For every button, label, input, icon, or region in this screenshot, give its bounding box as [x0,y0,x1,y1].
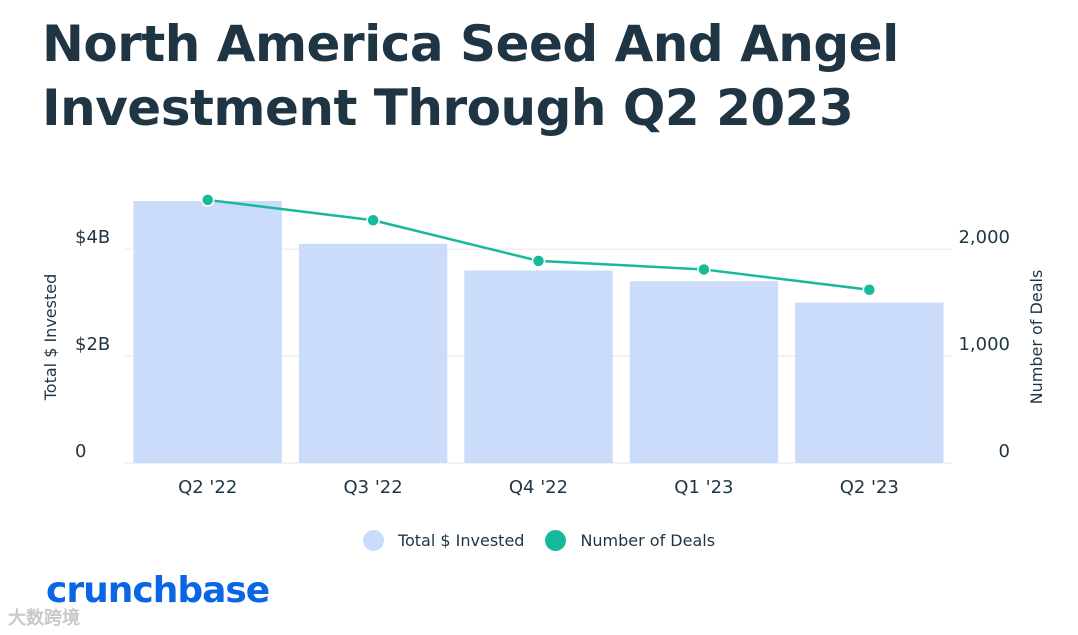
crunchbase-logo: crunchbase [46,570,270,611]
y-left-tick-label: 0 [75,441,86,462]
y-left-tick-label: $2B [75,334,110,355]
y-right-tick-label: 1,000 [958,334,1010,355]
y-left-axis-title: Total $ Invested [41,274,60,402]
bar-2 [464,270,613,463]
legend-label-deals: Number of Deals [580,531,716,550]
bar-3 [629,281,779,463]
legend-item-deals[interactable]: Number of Deals [545,530,715,551]
legend-label-invested: Total $ Invested [397,531,525,550]
x-tick-label: Q2 '22 [178,477,237,498]
x-tick-label: Q4 '22 [509,477,568,498]
combo-chart: 0 $2B $4B 0 1,000 2,000 Total $ Invested Number… [41,193,1046,498]
y-right-tick-label: 2,000 [958,227,1010,248]
watermark: 大数跨境 [8,608,80,629]
y-right-axis-title: Number of Deals [1027,270,1046,405]
legend-swatch-deals [545,530,567,551]
bar-0 [133,201,282,463]
x-tick-label: Q1 '23 [674,477,733,498]
deals-point-0 [200,193,215,207]
bar-4 [795,302,944,463]
y-left-tick-label: $4B [75,227,110,248]
bar-1 [298,243,448,463]
deals-point-3 [697,262,711,277]
y-right-tick-label: 0 [999,441,1010,462]
x-tick-label: Q3 '22 [343,477,402,498]
legend-swatch-invested [362,530,384,551]
deals-point-4 [862,283,877,297]
deals-point-2 [531,254,546,268]
x-tick-label: Q2 '23 [840,477,899,498]
legend: Total $ Invested Number of Deals [0,530,1078,551]
legend-item-invested[interactable]: Total $ Invested [362,530,525,551]
chart-title: North America Seed And Angel Investment … [42,15,899,137]
deals-point-1 [366,213,380,227]
